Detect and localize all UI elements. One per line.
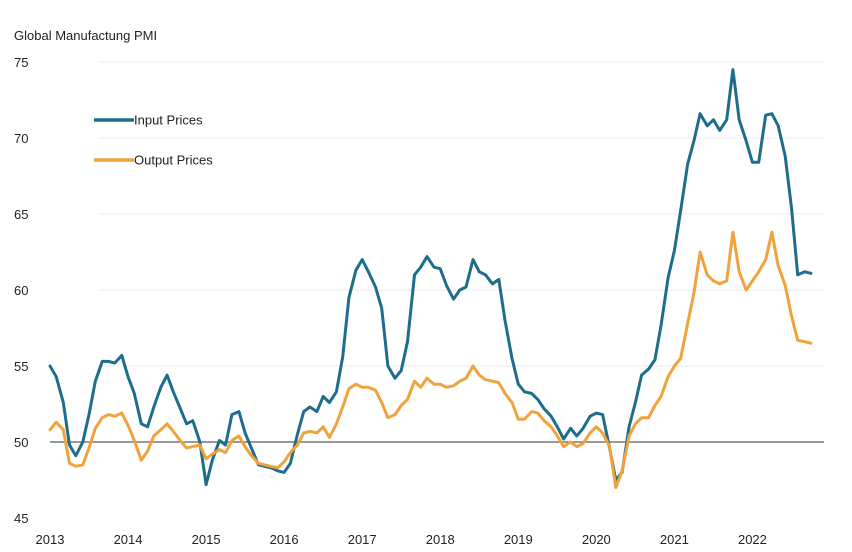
x-tick-label-2017: 2017	[348, 532, 377, 547]
x-tick-label-2022: 2022	[738, 532, 767, 547]
legend-label-input-prices: Input Prices	[134, 113, 203, 128]
x-tick-label-2018: 2018	[426, 532, 455, 547]
x-tick-label-2013: 2013	[36, 532, 65, 547]
y-tick-label-60: 60	[14, 283, 28, 298]
y-tick-label-55: 55	[14, 359, 28, 374]
series-line-output-prices	[48, 230, 813, 490]
x-tick-label-2015: 2015	[192, 532, 221, 547]
grid-lines	[98, 61, 824, 367]
x-tick-label-2019: 2019	[504, 532, 533, 547]
x-tick-labels: 2013 2014 2015 2016 2017 2018 2019 2020 2021 2022	[36, 532, 767, 547]
series-line-input-prices	[48, 68, 813, 487]
legend: Input Prices Output Prices	[94, 113, 213, 168]
legend-label-output-prices: Output Prices	[134, 153, 213, 168]
x-tick-label-2016: 2016	[270, 532, 299, 547]
x-tick-label-2014: 2014	[114, 532, 143, 547]
series-lines	[48, 68, 813, 490]
x-tick-label-2021: 2021	[660, 532, 689, 547]
y-tick-label-45: 45	[14, 511, 28, 526]
y-tick-label-75: 75	[14, 55, 28, 70]
x-tick-label-2020: 2020	[582, 532, 611, 547]
y-axis-title: Global Manufactung PMI	[14, 28, 157, 43]
y-tick-label-70: 70	[14, 131, 28, 146]
y-tick-label-65: 65	[14, 207, 28, 222]
y-tick-label-50: 50	[14, 435, 28, 450]
y-tick-labels: 45 50 55 60 65 70 75	[14, 55, 28, 526]
